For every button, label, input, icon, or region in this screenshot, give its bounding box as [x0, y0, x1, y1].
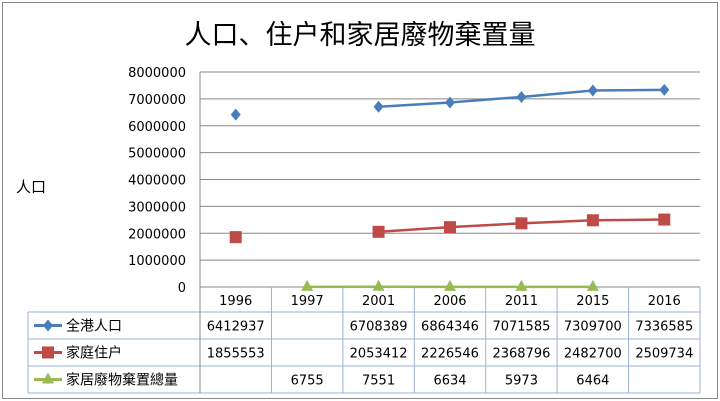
data-point — [515, 217, 528, 230]
data-point — [586, 214, 599, 227]
data-table-cell: 6864346 — [421, 320, 479, 335]
y-tick-label: 1000000 — [128, 254, 186, 269]
y-axis-label: 人口 — [16, 178, 46, 196]
data-table-cell: 7071585 — [492, 320, 550, 335]
legend-label: 家庭住户 — [66, 345, 122, 362]
data-table-cell: 6412937 — [207, 320, 265, 335]
y-tick-label: 8000000 — [128, 66, 186, 81]
legend-marker-square — [42, 346, 54, 359]
data-point — [444, 279, 456, 291]
series-line-segment — [592, 218, 665, 222]
data-table-cell: 2482700 — [564, 347, 622, 362]
data-table-cell: 2053412 — [350, 347, 408, 362]
x-tick-label: 2011 — [505, 294, 538, 309]
series-line-segment — [378, 101, 451, 108]
series-line-segment — [449, 95, 522, 104]
data-table-cell: 1855553 — [207, 347, 265, 362]
data-point — [445, 96, 455, 109]
data-point — [372, 225, 385, 238]
y-tick-label: 4000000 — [128, 174, 186, 189]
x-tick-label: 2015 — [576, 294, 609, 309]
x-tick-label: 1997 — [291, 294, 324, 309]
data-point — [372, 279, 385, 291]
data-point — [587, 84, 598, 97]
data-table-cell: 2509734 — [635, 347, 693, 362]
data-table-cell: 7551 — [362, 374, 395, 389]
data-point — [515, 279, 528, 291]
data-point — [373, 100, 384, 113]
legend-label: 家居廢物棄置總量 — [66, 372, 178, 389]
data-point — [516, 90, 527, 103]
data-point — [659, 83, 670, 96]
data-table-cell: 7336585 — [635, 320, 693, 335]
data-table-cell: 2368796 — [492, 347, 550, 362]
x-tick-label: 2001 — [362, 294, 395, 309]
data-point — [586, 279, 599, 291]
x-tick-label: 2016 — [648, 294, 681, 309]
y-tick-label: 5000000 — [128, 147, 186, 162]
series-line-segment — [378, 225, 451, 234]
data-table-cell: 2226546 — [421, 347, 479, 362]
y-tick-label: 0 — [178, 281, 186, 296]
data-table-cell: 6755 — [291, 374, 324, 389]
x-tick-label: 1996 — [219, 294, 252, 309]
data-table-cell: 6464 — [576, 374, 609, 389]
y-tick-label: 3000000 — [128, 200, 186, 215]
legend-label: 全港人口 — [66, 318, 122, 335]
data-table-cell: 6708389 — [350, 320, 408, 335]
legend-marker-diamond — [43, 319, 53, 332]
data-point — [229, 231, 242, 244]
data-point — [658, 213, 671, 226]
x-tick-label: 2006 — [433, 294, 466, 309]
data-point — [444, 221, 456, 234]
data-point — [230, 108, 241, 121]
y-tick-label: 6000000 — [128, 120, 186, 135]
series-line-segment — [449, 222, 522, 229]
data-point — [301, 279, 314, 291]
legend-marker-triangle — [42, 372, 54, 384]
series-line-segment — [521, 219, 593, 225]
series-line-segment — [521, 89, 593, 99]
y-tick-label: 2000000 — [128, 227, 186, 242]
data-table-cell: 6634 — [433, 374, 466, 389]
y-tick-label: 7000000 — [128, 93, 186, 108]
series-line-segment — [592, 88, 665, 92]
data-table-cell: 5973 — [505, 374, 538, 389]
chart-title: 人口、住户和家居廢物棄置量 — [185, 20, 536, 51]
data-table-cell: 7309700 — [564, 320, 622, 335]
